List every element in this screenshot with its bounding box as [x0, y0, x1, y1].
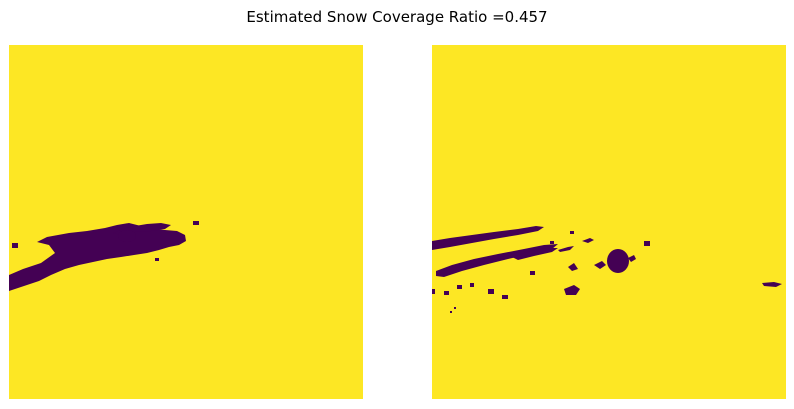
no-snow-speck: [488, 289, 494, 294]
no-snow-speck: [530, 271, 535, 275]
no-snow-patch: [564, 285, 580, 295]
snow-mask-right-panel: [432, 45, 786, 399]
snow-mask-left-panel: [9, 45, 363, 399]
figure-title: Estimated Snow Coverage Ratio =0.457: [246, 8, 548, 26]
no-snow-patch: [9, 223, 186, 291]
no-snow-patch: [582, 238, 594, 243]
no-snow-speck: [450, 311, 452, 313]
no-snow-patch: [628, 255, 636, 262]
no-snow-patch: [607, 249, 629, 273]
no-snow-patch: [594, 261, 606, 269]
no-snow-speck: [454, 307, 456, 309]
no-snow-patch: [558, 246, 574, 252]
no-snow-speck: [37, 267, 40, 270]
no-snow-patch: [512, 248, 558, 260]
no-snow-speck: [470, 283, 474, 287]
no-snow-speck: [444, 291, 449, 295]
snow-region: [9, 45, 363, 399]
no-snow-patch: [118, 230, 136, 242]
no-snow-speck: [12, 243, 18, 248]
no-snow-speck: [644, 241, 650, 246]
no-snow-patch: [568, 263, 578, 271]
no-snow-speck: [502, 295, 508, 299]
no-snow-patch: [432, 226, 544, 250]
no-snow-speck: [550, 241, 554, 244]
no-snow-regions: [432, 226, 782, 313]
no-snow-patch: [762, 282, 782, 287]
no-snow-speck: [457, 285, 462, 289]
no-snow-regions: [9, 221, 199, 291]
snow-region: [432, 45, 786, 399]
no-snow-speck: [155, 258, 159, 261]
no-snow-speck: [193, 221, 199, 225]
no-snow-speck: [432, 289, 435, 294]
no-snow-speck: [570, 231, 574, 234]
